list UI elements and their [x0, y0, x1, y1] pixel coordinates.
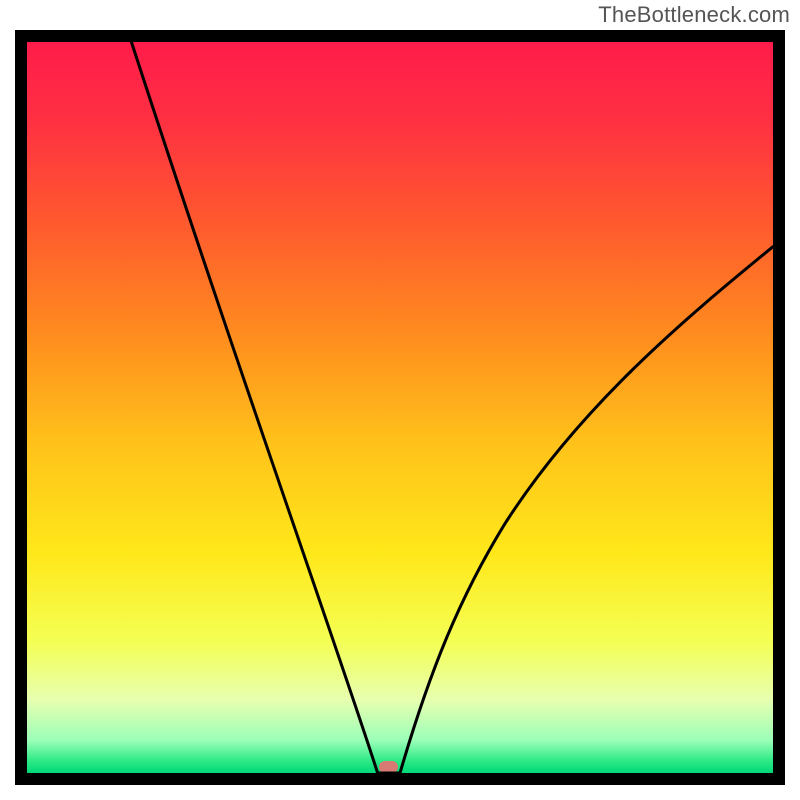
plot-frame [15, 30, 785, 785]
watermark-text: TheBottleneck.com [598, 2, 790, 28]
curve-path [131, 42, 773, 773]
plot-area [27, 42, 773, 773]
bottleneck-curve [27, 42, 773, 773]
chart-container: TheBottleneck.com [0, 0, 800, 800]
